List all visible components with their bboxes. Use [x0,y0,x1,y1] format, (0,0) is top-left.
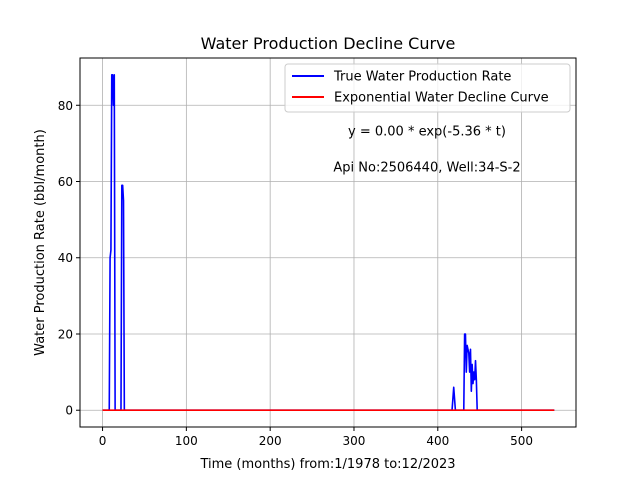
x-tick-label: 0 [99,434,107,448]
x-tick-label: 400 [426,434,449,448]
plot-frame [79,57,577,428]
y-tick-label: 40 [58,251,73,265]
x-tick-label: 100 [175,434,198,448]
x-axis-label: Time (months) from:1/1978 to:12/2023 [199,457,455,472]
x-tick-label: 200 [259,434,282,448]
x-tick-label: 300 [343,434,366,448]
legend-box [284,63,571,113]
equation-annotation: y = 0.00 * exp(-5.36 * t) [348,125,506,140]
axis-ticks: 0 100 200 300 400 500 0 20 40 60 80 [58,99,533,448]
x-tick-label: 500 [510,434,533,448]
plot-area [80,58,576,427]
y-axis-label: Water Production Rate (bbl/month) [33,129,48,356]
legend-label-true-water-production-rate: True Water Production Rate [333,70,511,85]
legend: True Water Production Rate Exponential W… [284,63,571,113]
series-layer [102,73,555,412]
y-tick-label: 20 [58,327,73,341]
y-tick-label: 80 [58,99,73,113]
well-annotation: Api No:2506440, Well:34-S-2 [333,161,520,176]
chart-title: Water Production Decline Curve [201,34,456,53]
legend-label-exponential-water-decline-curve: Exponential Water Decline Curve [334,91,549,106]
y-tick-label: 60 [58,175,73,189]
y-tick-label: 0 [65,404,73,418]
